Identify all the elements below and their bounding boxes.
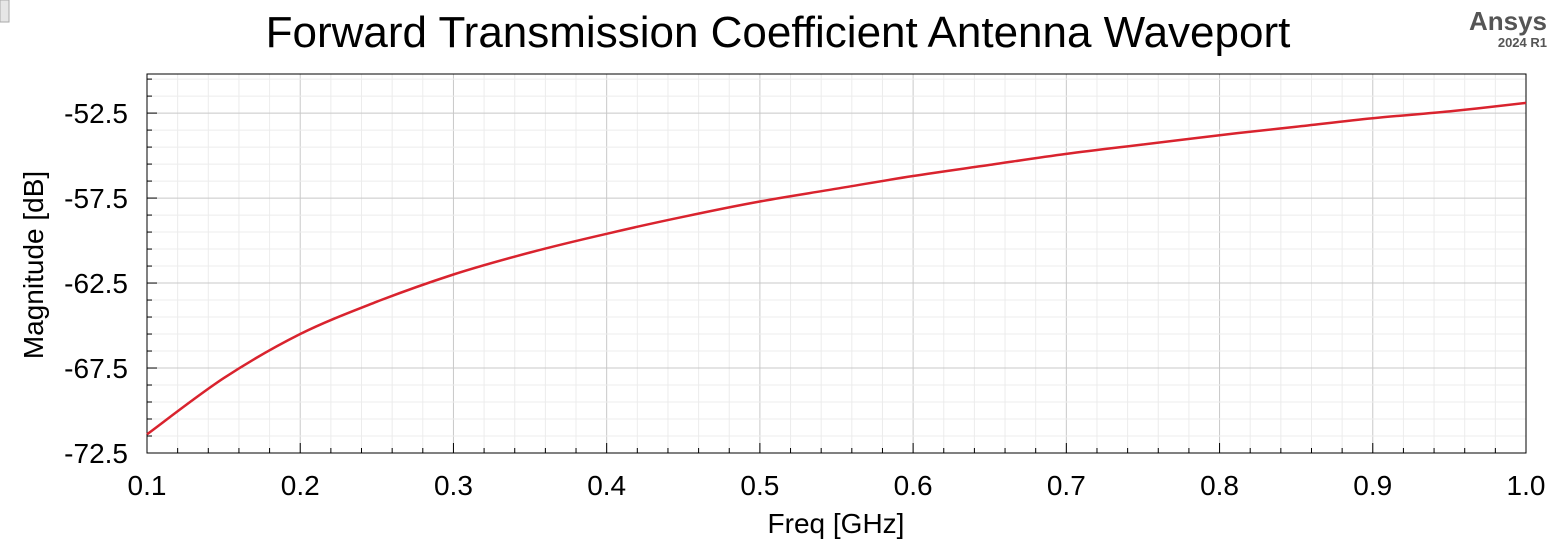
x-tick-label: 0.3 (434, 470, 473, 501)
x-tick-label: 0.9 (1353, 470, 1392, 501)
ticks (146, 78, 1527, 454)
x-tick-label: 0.7 (1047, 470, 1086, 501)
x-tick-label: 1.0 (1507, 470, 1546, 501)
y-tick-label: -72.5 (64, 438, 128, 469)
y-axis-label: Magnitude [dB] (18, 171, 49, 359)
y-tick-label: -67.5 (64, 353, 128, 384)
x-tick-label: 0.2 (281, 470, 320, 501)
corner-marker (0, 0, 10, 23)
y-tick-label: -52.5 (64, 98, 128, 129)
series-line (146, 101, 1527, 436)
x-tick-label: 0.4 (587, 470, 626, 501)
brand-name: Ansys (1469, 6, 1547, 36)
x-tick-label: 0.5 (740, 470, 779, 501)
y-tick-label: -57.5 (64, 183, 128, 214)
x-tick-label: 0.1 (128, 470, 167, 501)
brand-version: 2024 R1 (1498, 35, 1547, 50)
y-tick-label: -62.5 (64, 268, 128, 299)
chart-title: Forward Transmission Coefficient Antenna… (266, 8, 1291, 57)
x-axis-label: Freq [GHz] (768, 508, 905, 539)
x-tick-label: 0.6 (894, 470, 933, 501)
x-tick-label: 0.8 (1200, 470, 1239, 501)
series-layer (146, 101, 1527, 436)
tick-labels: 0.1 0.2 0.3 0.4 0.5 0.6 0.7 0.8 0.9 1.0 -52.5 -57.5… (64, 98, 1545, 501)
plot-frame (146, 73, 1527, 454)
